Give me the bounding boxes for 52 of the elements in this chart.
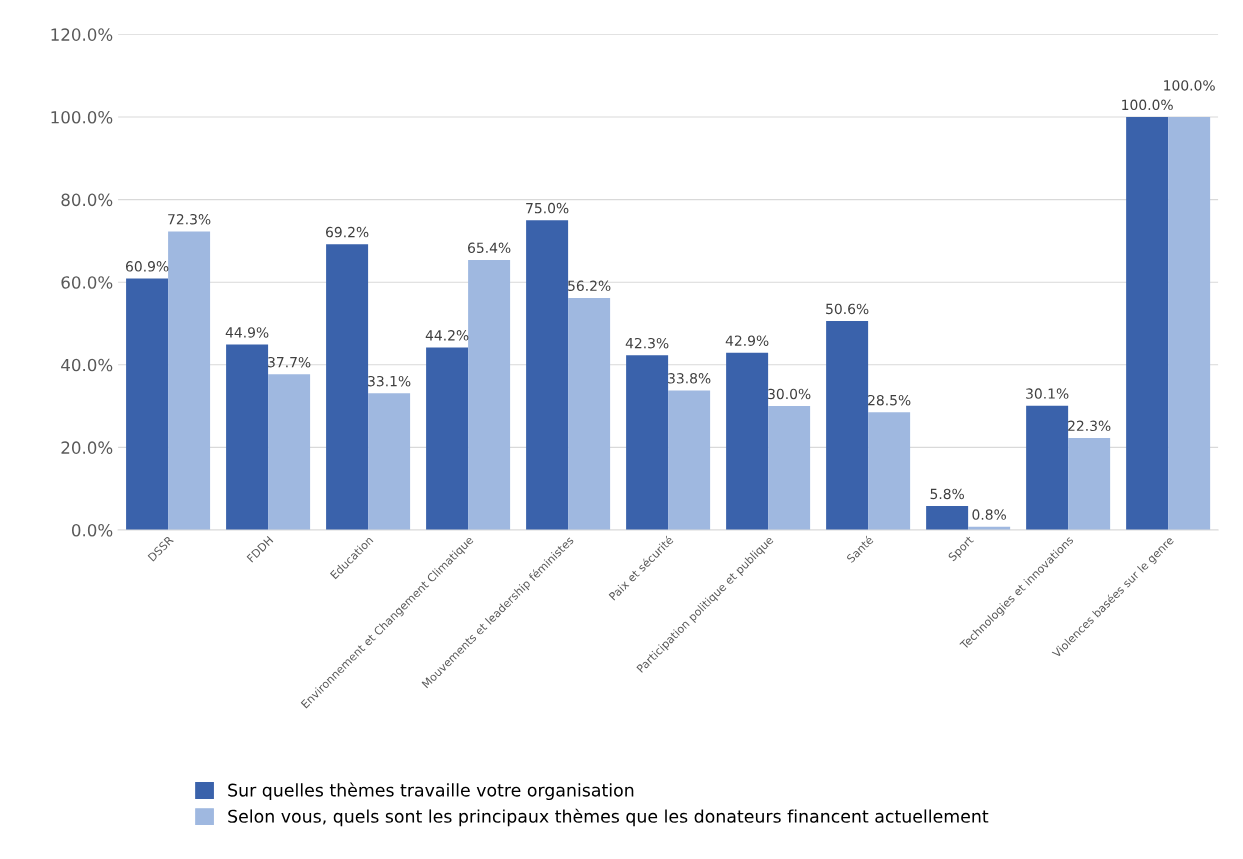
bar — [526, 220, 569, 530]
y-tick-label: 0.0% — [71, 523, 113, 537]
y-tick-label: 80.0% — [61, 193, 113, 207]
bar — [268, 374, 311, 530]
data-label: 33.1% — [368, 375, 411, 387]
data-label: 50.6% — [826, 303, 869, 315]
data-label: 100.0% — [1122, 99, 1173, 111]
y-tick-label: 120.0% — [51, 28, 113, 41]
data-label: 42.3% — [625, 337, 669, 349]
bar — [1126, 116, 1169, 530]
bar — [326, 244, 369, 530]
data-label: 44.9% — [225, 327, 269, 338]
data-label: 37.7% — [268, 356, 311, 368]
data-label: 75.0% — [526, 202, 569, 214]
bar — [768, 406, 811, 530]
bar — [468, 259, 511, 530]
bar — [826, 321, 869, 530]
data-label: 22.3% — [1068, 420, 1111, 432]
y-tick-label: 100.0% — [51, 110, 113, 124]
data-label: 33.8% — [668, 373, 711, 384]
bar — [926, 506, 969, 530]
bar — [726, 352, 769, 530]
legend-label: Selon vous, quels sont les principaux thèmes que les donateurs financent actuellement — [228, 808, 989, 827]
bar — [668, 390, 711, 530]
data-label: 0.8% — [972, 509, 1006, 520]
data-label: 30.1% — [1026, 388, 1069, 399]
bar — [1068, 437, 1111, 530]
data-label: 28.5% — [868, 394, 911, 406]
data-label: 44.2% — [425, 330, 469, 341]
data-label: 30.0% — [768, 388, 811, 400]
data-label: 69.2% — [326, 226, 369, 238]
bar — [1168, 116, 1211, 530]
legend-label: Sur quelles thèmes travaille votre organisation — [228, 782, 634, 801]
y-tick-label: 60.0% — [61, 276, 113, 289]
data-label: 100.0% — [1164, 80, 1215, 91]
bar — [368, 393, 411, 530]
data-label: 65.4% — [468, 242, 511, 254]
bar — [1026, 405, 1069, 530]
y-tick-label: 20.0% — [61, 441, 113, 454]
bar — [168, 231, 211, 530]
data-label: 56.2% — [568, 280, 611, 292]
bar — [868, 412, 911, 530]
bar — [226, 344, 269, 530]
bar — [568, 297, 611, 530]
y-tick-label: 40.0% — [61, 358, 113, 372]
data-label: 72.3% — [168, 214, 211, 225]
bar — [426, 347, 469, 530]
data-label: 5.8% — [930, 488, 964, 500]
data-label: 60.9% — [126, 261, 169, 272]
data-label: 42.9% — [725, 335, 769, 346]
bar — [626, 355, 669, 530]
bar — [126, 278, 169, 530]
